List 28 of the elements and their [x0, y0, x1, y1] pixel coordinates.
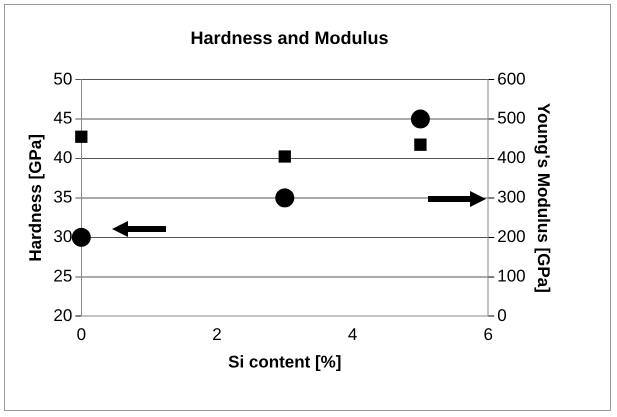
y2-tick-label: 600 — [497, 69, 526, 88]
point — [72, 228, 91, 247]
x-tick-label: 4 — [348, 325, 358, 344]
point — [75, 130, 88, 143]
x-axis-title: Si content [%] — [228, 352, 342, 372]
y-axis-title: Hardness [GPa] — [26, 134, 45, 262]
y-tick-label: 25 — [53, 266, 72, 286]
y2-tick-label: 300 — [497, 188, 526, 207]
point — [410, 110, 430, 129]
y-tick-label: 40 — [53, 148, 72, 168]
chart-title: Hardness and Modulus — [190, 28, 389, 48]
y-tick-label: 30 — [53, 227, 72, 246]
y-tick-label: 20 — [53, 306, 72, 325]
y2-tick-label: 500 — [497, 108, 526, 128]
point — [278, 150, 291, 163]
x-tick-label: 2 — [212, 325, 222, 344]
point — [414, 138, 427, 151]
y2-tick-label: 0 — [497, 306, 507, 325]
y-tick-label: 35 — [53, 188, 72, 207]
point — [275, 188, 294, 208]
y2-axis-title: Young's Modulus [GPa] — [534, 103, 554, 293]
y-tick-label: 45 — [53, 108, 72, 128]
y2-tick-label: 100 — [497, 266, 526, 286]
y-tick-label: 50 — [53, 69, 72, 88]
y2-tick-label: 400 — [497, 148, 526, 168]
y2-tick-label: 200 — [497, 227, 526, 246]
x-tick-label: 0 — [76, 325, 86, 344]
x-tick-label: 6 — [484, 325, 493, 344]
